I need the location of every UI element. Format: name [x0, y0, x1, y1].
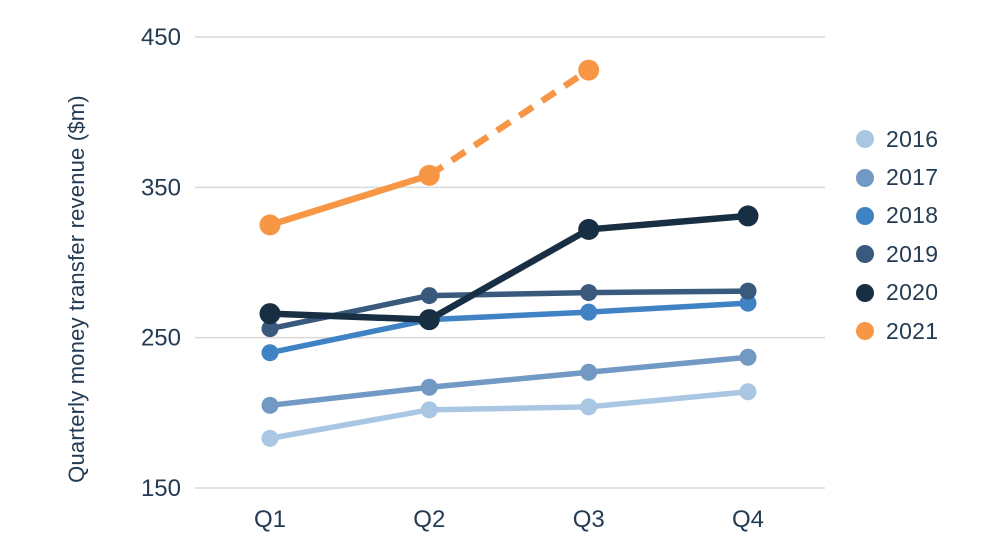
data-point-2017-Q2 — [420, 378, 438, 396]
data-point-2019-Q1 — [261, 320, 279, 338]
legend-dot-2017 — [856, 168, 874, 187]
legend-item-2018: 2018 — [856, 197, 938, 235]
data-point-2017-Q3 — [580, 363, 598, 381]
series-2018-segment-0 — [267, 316, 433, 356]
legend-dot-2019 — [856, 245, 874, 264]
legend-item-2021: 2021 — [856, 312, 938, 350]
data-point-2021-Q2 — [418, 164, 440, 186]
series-2021-segment-0 — [266, 172, 433, 229]
legend-label-2021: 2021 — [886, 317, 939, 344]
series-2021 — [259, 59, 600, 236]
x-label-Q3: Q3 — [573, 506, 605, 533]
series-lines-layer — [259, 59, 759, 447]
data-point-2020-Q3 — [578, 218, 600, 240]
series-2019 — [261, 282, 757, 338]
series-2019-segment-0 — [267, 292, 433, 332]
series-2016-segment-0 — [267, 407, 433, 442]
y-tick-label-150: 150 — [141, 475, 181, 502]
data-point-2021-Q1 — [259, 214, 281, 236]
data-point-2020-Q1 — [259, 303, 281, 325]
legend-label-2020: 2020 — [886, 279, 939, 306]
data-point-2017-Q1 — [261, 396, 279, 414]
series-2017 — [261, 348, 757, 414]
legend: 2016 2017 2018 2019 2020 2021 — [856, 120, 938, 350]
x-label-Q1: Q1 — [254, 506, 286, 533]
data-point-2019-Q4 — [739, 282, 757, 300]
data-point-2016-Q2 — [420, 401, 438, 419]
series-2020 — [259, 205, 759, 331]
data-point-2019-Q2 — [420, 287, 438, 305]
legend-label-2018: 2018 — [886, 202, 939, 229]
series-2019-segment-1 — [426, 289, 592, 299]
y-tick-label-450: 450 — [141, 24, 181, 51]
data-point-2017-Q4 — [739, 348, 757, 366]
x-label-Q4: Q4 — [732, 506, 764, 533]
series-2017-segment-2 — [585, 354, 751, 375]
data-point-2020-Q4 — [737, 205, 759, 227]
data-point-2016-Q1 — [261, 429, 279, 447]
legend-item-2019: 2019 — [856, 235, 938, 273]
data-point-2018-Q1 — [261, 344, 279, 362]
gridlines — [195, 36, 825, 489]
legend-label-2016: 2016 — [886, 125, 939, 152]
x-label-Q2: Q2 — [413, 506, 445, 533]
data-point-2018-Q3 — [580, 303, 598, 321]
series-2018-segment-1 — [426, 309, 592, 323]
series-2021-segment-1 — [427, 67, 591, 179]
series-2020-segment-2 — [585, 212, 752, 233]
series-2016-segment-2 — [585, 389, 751, 410]
data-point-2019-Q3 — [580, 284, 598, 302]
series-2019-segment-2 — [585, 288, 751, 296]
y-tick-label-250: 250 — [141, 325, 181, 352]
legend-label-2017: 2017 — [886, 164, 939, 191]
data-point-2021-Q3 — [578, 59, 600, 81]
series-2020-segment-0 — [266, 310, 433, 323]
data-point-2016-Q3 — [580, 398, 598, 416]
x-axis-category-labels: Q1 Q2 Q3 Q4 — [254, 506, 764, 533]
legend-item-2016: 2016 — [856, 120, 938, 158]
y-axis-title: Quarterly money transfer revenue ($m) — [64, 95, 89, 483]
legend-item-2017: 2017 — [856, 158, 938, 196]
y-tick-label-350: 350 — [141, 174, 181, 201]
y-axis-tick-labels: 150 250 350 450 — [141, 24, 181, 502]
data-point-2020-Q2 — [418, 309, 440, 331]
legend-dot-2018 — [856, 206, 874, 225]
legend-dot-2016 — [856, 130, 874, 149]
legend-label-2019: 2019 — [886, 240, 939, 267]
legend-dot-2021 — [856, 322, 874, 341]
data-point-2016-Q4 — [739, 383, 757, 401]
series-2017-segment-1 — [426, 369, 592, 391]
series-2016 — [261, 383, 757, 447]
series-2017-segment-0 — [267, 384, 433, 409]
legend-dot-2020 — [856, 283, 874, 302]
series-2016-segment-1 — [426, 404, 592, 413]
series-2018 — [261, 294, 757, 362]
series-2018-segment-2 — [585, 300, 751, 315]
legend-item-2020: 2020 — [856, 274, 938, 312]
data-point-2018-Q4 — [739, 294, 757, 312]
series-2020-segment-1 — [426, 226, 592, 323]
